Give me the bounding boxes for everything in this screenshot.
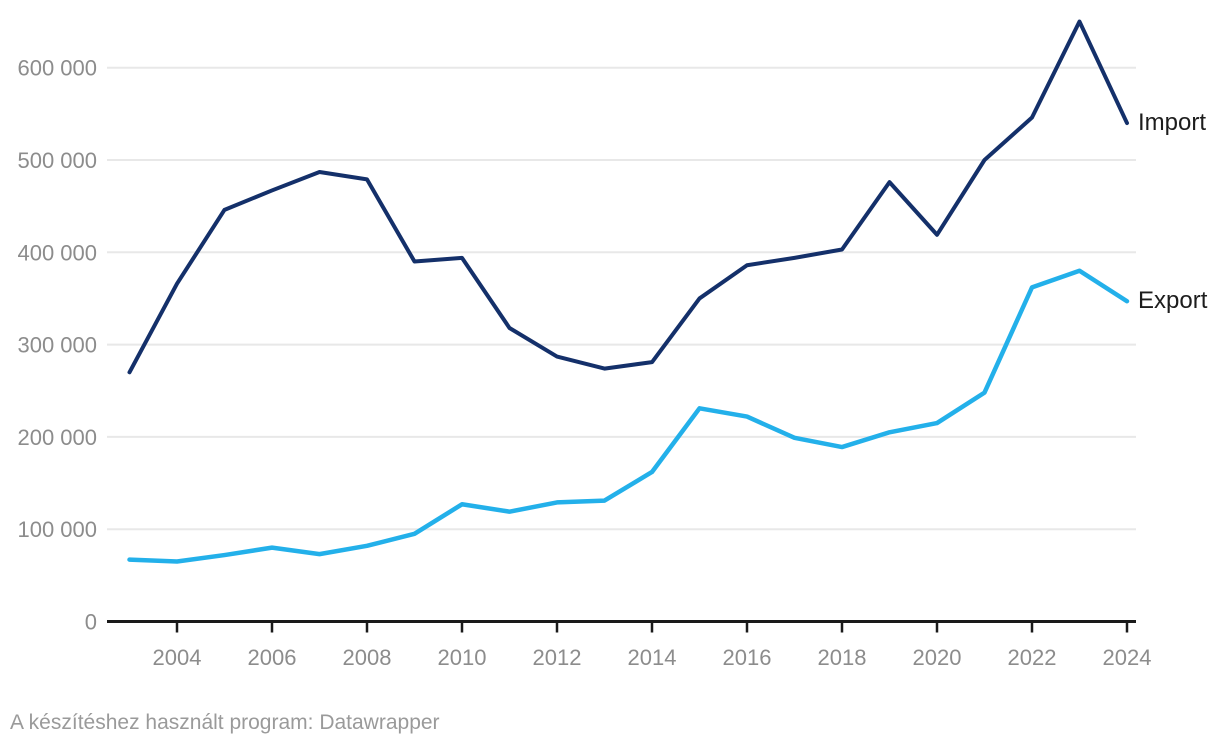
x-tick-label: 2020	[913, 645, 962, 670]
x-tick-label: 2024	[1103, 645, 1152, 670]
series-line-export	[127, 268, 1130, 564]
y-tick-label: 500 000	[17, 148, 97, 173]
x-tick-label: 2006	[248, 645, 297, 670]
x-tick-label: 2012	[533, 645, 582, 670]
series-label-import: Import	[1138, 109, 1207, 137]
x-tick-label: 2014	[628, 645, 677, 670]
y-tick-label: 0	[85, 610, 97, 635]
series-line-import	[127, 19, 1129, 375]
y-tick-label: 100 000	[17, 517, 97, 542]
x-tick-label: 2008	[343, 645, 392, 670]
y-tick-label: 600 000	[17, 56, 97, 81]
y-tick-label: 200 000	[17, 425, 97, 450]
x-tick-label: 2018	[818, 645, 867, 670]
x-tick-label: 2016	[723, 645, 772, 670]
series-label-export: Export	[1138, 287, 1208, 315]
y-tick-label: 400 000	[17, 240, 97, 265]
x-tick-label: 2004	[153, 645, 202, 670]
x-tick-label: 2010	[438, 645, 487, 670]
footer-attribution: A készítéshez használt program: Datawrap…	[10, 711, 440, 734]
y-tick-label: 300 000	[17, 333, 97, 358]
x-tick-label: 2022	[1008, 645, 1057, 670]
